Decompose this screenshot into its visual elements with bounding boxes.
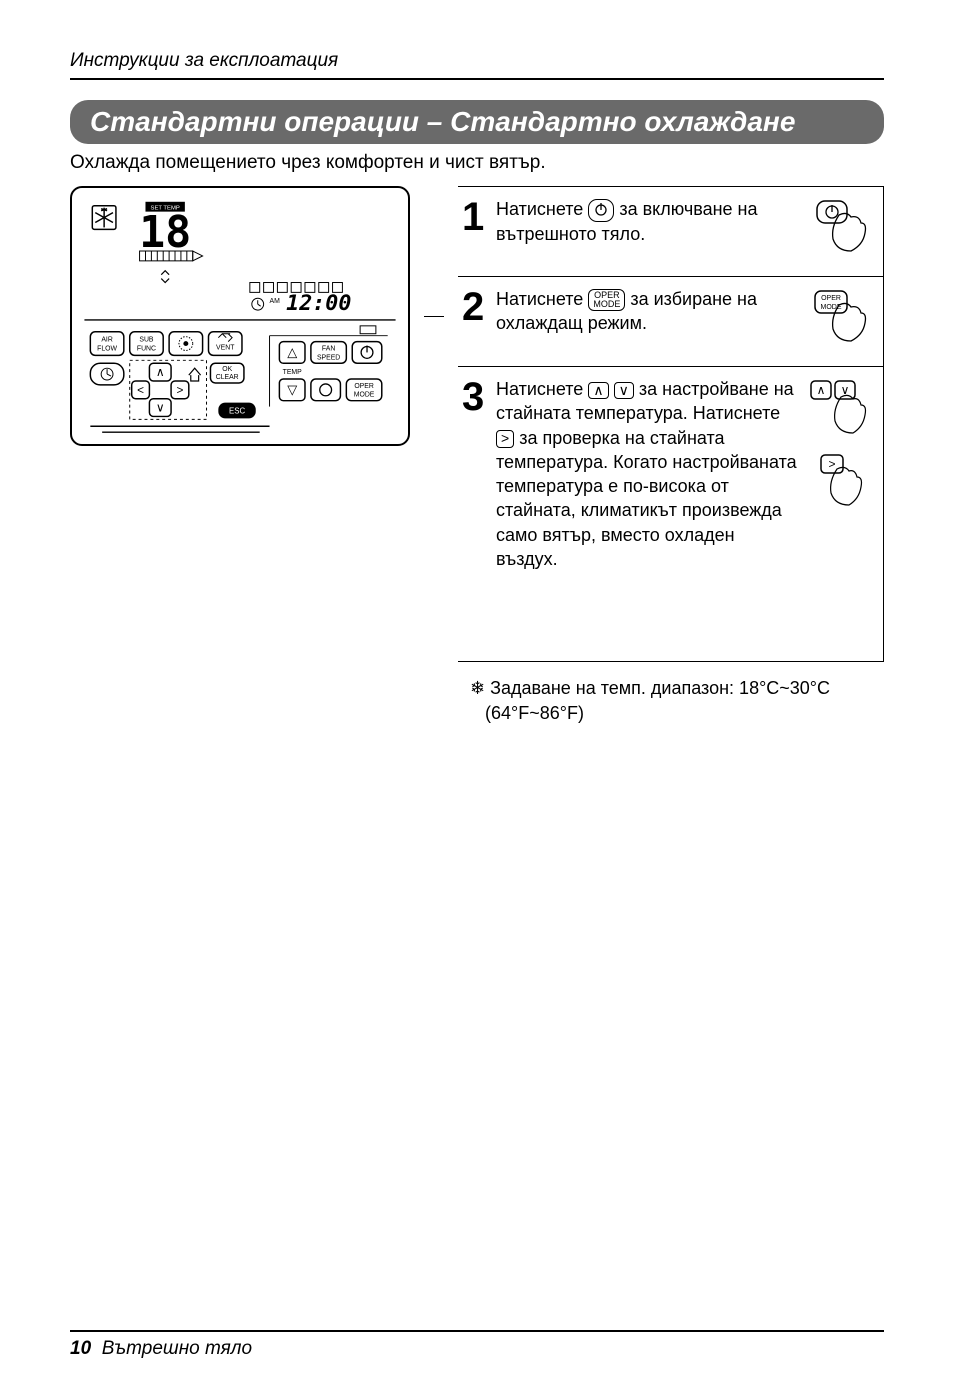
running-header: Инструкции за експлоатация: [70, 50, 338, 71]
step-text: Натиснете ∧ ∨ за настройване на стайната…: [496, 377, 797, 571]
svg-text:∧: ∧: [156, 365, 165, 379]
oper-mode-button-icon: OPERMODE: [588, 289, 625, 311]
hand-press-icon: [811, 197, 871, 262]
step-1: 1 Натиснете за включване на вътрешното т…: [458, 186, 884, 277]
up-button-icon: ∧: [588, 382, 608, 399]
svg-text:MODE: MODE: [354, 392, 375, 399]
svg-text:>: >: [176, 383, 183, 397]
step-number: 2: [462, 287, 490, 327]
power-button-icon: [588, 199, 614, 222]
svg-text:FLOW: FLOW: [97, 345, 117, 352]
svg-text:FAN: FAN: [322, 345, 335, 352]
step-text: Натиснете OPERMODE за избиране на охлажд…: [496, 287, 801, 336]
footer-label: Вътрешно тяло: [102, 1338, 252, 1359]
right-button-icon: >: [496, 430, 514, 447]
svg-text:∨: ∨: [156, 401, 165, 415]
step-3: 3 Натиснете ∧ ∨ за настройване на стайна…: [458, 367, 884, 662]
svg-text:FUNC: FUNC: [137, 345, 156, 352]
svg-text:△: △: [287, 344, 297, 359]
svg-text:OPER: OPER: [354, 383, 374, 390]
connector-line: [424, 316, 444, 317]
svg-text:SUB: SUB: [139, 337, 154, 344]
section-title: Стандартни операции – Стандартно охлажда…: [70, 100, 884, 144]
svg-text:TEMP: TEMP: [283, 369, 303, 376]
hand-press-icon: OPER MODE: [811, 287, 871, 352]
svg-text:ESC: ESC: [229, 406, 245, 415]
step-number: 1: [462, 197, 490, 237]
svg-text:OPER: OPER: [821, 295, 841, 302]
temp-range-note: ❄ Задаване на темп. диапазон: 18°C~30°C …: [470, 676, 884, 726]
svg-text:▽: ▽: [287, 382, 297, 397]
page-footer: 10 Вътрешно тяло: [70, 1330, 884, 1360]
svg-text:OK: OK: [222, 366, 232, 373]
remote-illustration: SET TEMP 18: [70, 186, 410, 446]
svg-text:AM: AM: [270, 298, 281, 305]
svg-text:VENT: VENT: [216, 344, 235, 351]
svg-text:>: >: [828, 457, 835, 471]
svg-text:SPEED: SPEED: [317, 354, 340, 361]
down-button-icon: ∨: [614, 382, 634, 399]
svg-text:AIR: AIR: [101, 337, 112, 344]
svg-text:<: <: [137, 383, 144, 397]
section-subtitle: Охлажда помещението чрез комфортен и чис…: [70, 152, 884, 174]
step-2: 2 Натиснете OPERMODE за избиране на охла…: [458, 277, 884, 367]
svg-text:12:00: 12:00: [286, 291, 351, 316]
steps-list: 1 Натиснете за включване на вътрешното т…: [458, 186, 884, 662]
page-number: 10: [70, 1338, 91, 1359]
hand-press-icons: ∧ ∨ >: [807, 377, 871, 532]
svg-text:∧: ∧: [817, 383, 826, 397]
step-number: 3: [462, 377, 490, 417]
svg-text:CLEAR: CLEAR: [216, 374, 239, 381]
step-text: Натиснете за включване на вътрешното тял…: [496, 197, 801, 246]
